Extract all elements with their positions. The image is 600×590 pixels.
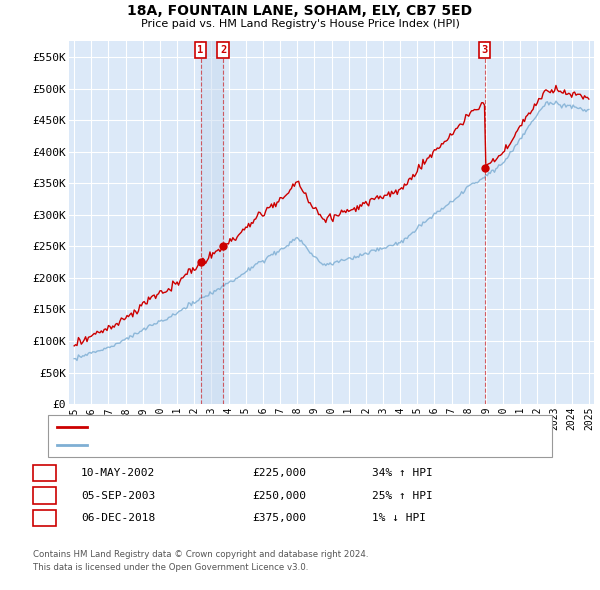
Text: 18A, FOUNTAIN LANE, SOHAM, ELY, CB7 5ED (detached house): 18A, FOUNTAIN LANE, SOHAM, ELY, CB7 5ED … — [93, 422, 419, 432]
Bar — [200, 41, 223, 404]
Text: £250,000: £250,000 — [252, 491, 306, 500]
Text: 25% ↑ HPI: 25% ↑ HPI — [372, 491, 433, 500]
Text: £375,000: £375,000 — [252, 513, 306, 523]
Text: 2: 2 — [220, 45, 226, 55]
Text: This data is licensed under the Open Government Licence v3.0.: This data is licensed under the Open Gov… — [33, 563, 308, 572]
Text: Contains HM Land Registry data © Crown copyright and database right 2024.: Contains HM Land Registry data © Crown c… — [33, 550, 368, 559]
Text: 1: 1 — [197, 45, 204, 55]
Text: 05-SEP-2003: 05-SEP-2003 — [81, 491, 155, 500]
Text: 34% ↑ HPI: 34% ↑ HPI — [372, 468, 433, 478]
Text: 1: 1 — [41, 468, 48, 478]
Text: 3: 3 — [482, 45, 488, 55]
Text: Price paid vs. HM Land Registry's House Price Index (HPI): Price paid vs. HM Land Registry's House … — [140, 19, 460, 30]
Text: 10-MAY-2002: 10-MAY-2002 — [81, 468, 155, 478]
Text: HPI: Average price, detached house, East Cambridgeshire: HPI: Average price, detached house, East… — [93, 440, 395, 450]
Text: 1% ↓ HPI: 1% ↓ HPI — [372, 513, 426, 523]
Text: 18A, FOUNTAIN LANE, SOHAM, ELY, CB7 5ED: 18A, FOUNTAIN LANE, SOHAM, ELY, CB7 5ED — [127, 4, 473, 18]
Text: 3: 3 — [41, 513, 48, 523]
Text: 2: 2 — [41, 491, 48, 500]
Text: £225,000: £225,000 — [252, 468, 306, 478]
Text: 06-DEC-2018: 06-DEC-2018 — [81, 513, 155, 523]
